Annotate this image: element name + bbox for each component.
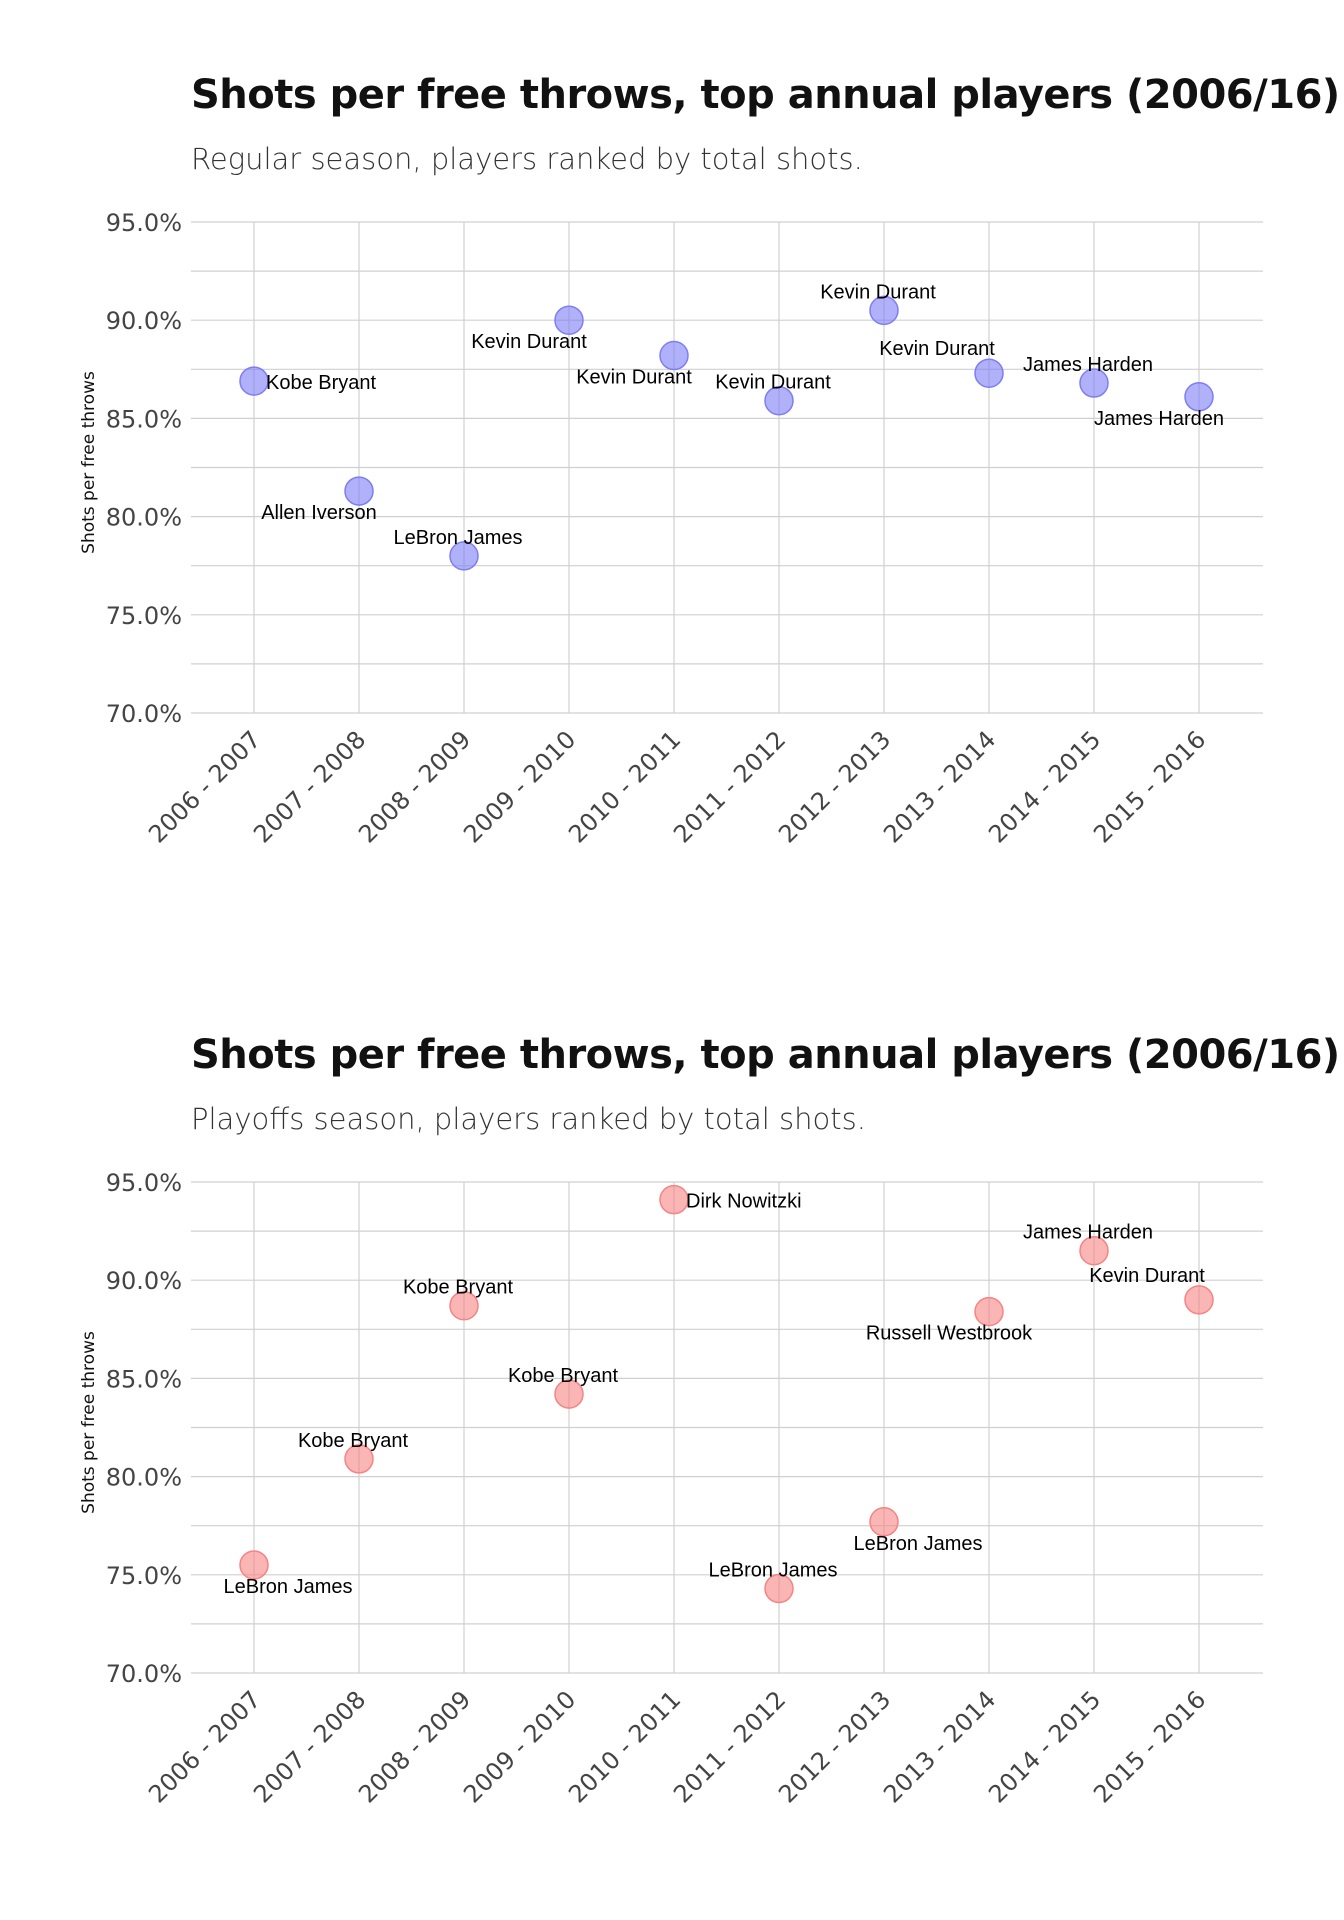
regular-season-scatter: 70.0% 75.0% 80.0% 85.0% 90.0% 95.0% Shots per … [79, 209, 1263, 849]
y-tick-label: 90.0% [106, 1267, 182, 1295]
data-label: James Harden [1023, 1222, 1153, 1244]
data-label: LeBron James [224, 1576, 353, 1598]
x-tick-label: 2015 - 2016 [1088, 1685, 1211, 1808]
data-label: LeBron James [394, 527, 523, 549]
y-tick-label: 85.0% [106, 1365, 182, 1393]
x-tick-label: 2009 - 2010 [458, 725, 581, 848]
chart-subtitle: Regular season, players ranked by total … [191, 142, 863, 176]
data-point [1184, 382, 1214, 412]
data-point [344, 1444, 374, 1474]
data-point [1079, 1235, 1109, 1266]
chart-title: Shots per free throws, top annual player… [191, 1032, 1340, 1078]
x-tick-label: 2010 - 2011 [563, 725, 686, 848]
y-tick-label: 95.0% [106, 1169, 182, 1197]
x-tick-label: 2006 - 2007 [143, 725, 266, 848]
data-point [1184, 1285, 1214, 1315]
data-point [554, 305, 584, 335]
data-point [659, 340, 689, 371]
data-label: Kobe Bryant [266, 372, 377, 394]
data-label: Kevin Durant [471, 331, 587, 353]
data-label: Kevin Durant [1089, 1265, 1205, 1287]
x-tick-label: 2007 - 2008 [248, 1685, 371, 1808]
regular-season-panel: Shots per free throws, top annual player… [79, 72, 1340, 849]
x-tick-label: 2009 - 2010 [458, 1685, 581, 1808]
data-point [869, 1507, 899, 1537]
y-tick-label: 95.0% [106, 209, 182, 237]
data-point [239, 366, 269, 396]
x-tick-label: 2014 - 2015 [983, 725, 1106, 848]
x-tick-label: 2011 - 2012 [668, 1685, 791, 1808]
data-label: Dirk Nowitzki [686, 1191, 802, 1213]
x-tick-label: 2007 - 2008 [248, 725, 371, 848]
chart-subtitle: Playoffs season, players ranked by total… [191, 1102, 866, 1136]
data-point [974, 358, 1004, 388]
x-tick-label: 2012 - 2013 [773, 725, 896, 848]
y-tick-label: 75.0% [106, 1562, 182, 1590]
data-label: Kobe Bryant [508, 1365, 619, 1387]
x-tick-label: 2008 - 2009 [353, 725, 476, 848]
data-label: Kobe Bryant [403, 1277, 514, 1299]
y-tick-label: 70.0% [106, 700, 182, 728]
data-point [974, 1296, 1004, 1327]
y-tick-label: 75.0% [106, 602, 182, 630]
x-tick-label: 2006 - 2007 [143, 1685, 266, 1808]
data-label: LeBron James [854, 1533, 983, 1555]
data-point [764, 385, 794, 416]
x-tick-label: 2014 - 2015 [983, 1685, 1106, 1808]
data-label: Kobe Bryant [298, 1430, 409, 1452]
y-tick-label: 70.0% [106, 1660, 182, 1688]
x-tick-label: 2013 - 2014 [878, 1685, 1001, 1808]
playoffs-scatter: 70.0% 75.0% 80.0% 85.0% 90.0% 95.0% Shots per … [79, 1169, 1263, 1809]
playoffs-panel: Shots per free throws, top annual player… [0, 960, 1344, 1920]
data-label: Kevin Durant [715, 372, 831, 394]
y-axis-title: Shots per free throws [79, 371, 99, 554]
y-tick-label: 80.0% [106, 504, 182, 532]
data-point [764, 1573, 794, 1604]
data-label: Russell Westbrook [866, 1323, 1033, 1345]
data-point [449, 1290, 479, 1321]
data-point [554, 1379, 584, 1409]
y-tick-label: 90.0% [106, 307, 182, 335]
x-tick-label: 2015 - 2016 [1088, 725, 1211, 848]
y-tick-label: 85.0% [106, 405, 182, 433]
y-tick-label: 80.0% [106, 1464, 182, 1492]
data-label: Kevin Durant [879, 338, 995, 360]
data-point [239, 1550, 269, 1580]
x-tick-label: 2008 - 2009 [353, 1685, 476, 1808]
data-label: Allen Iverson [261, 502, 377, 524]
data-label: LeBron James [709, 1560, 838, 1582]
data-label: Kevin Durant [820, 281, 936, 303]
data-label: James Harden [1023, 354, 1153, 376]
data-point [869, 295, 899, 326]
x-tick-label: 2011 - 2012 [668, 725, 791, 848]
chart-title: Shots per free throws, top annual player… [191, 72, 1340, 118]
data-point [659, 1184, 689, 1215]
data-point [1079, 368, 1109, 398]
x-tick-label: 2013 - 2014 [878, 725, 1001, 848]
data-label: James Harden [1094, 408, 1224, 430]
y-axis-title: Shots per free throws [79, 1331, 99, 1514]
data-label: Kevin Durant [576, 367, 692, 389]
data-point [344, 476, 374, 506]
x-tick-label: 2010 - 2011 [563, 1685, 686, 1808]
data-point [449, 541, 479, 571]
x-tick-label: 2012 - 2013 [773, 1685, 896, 1808]
